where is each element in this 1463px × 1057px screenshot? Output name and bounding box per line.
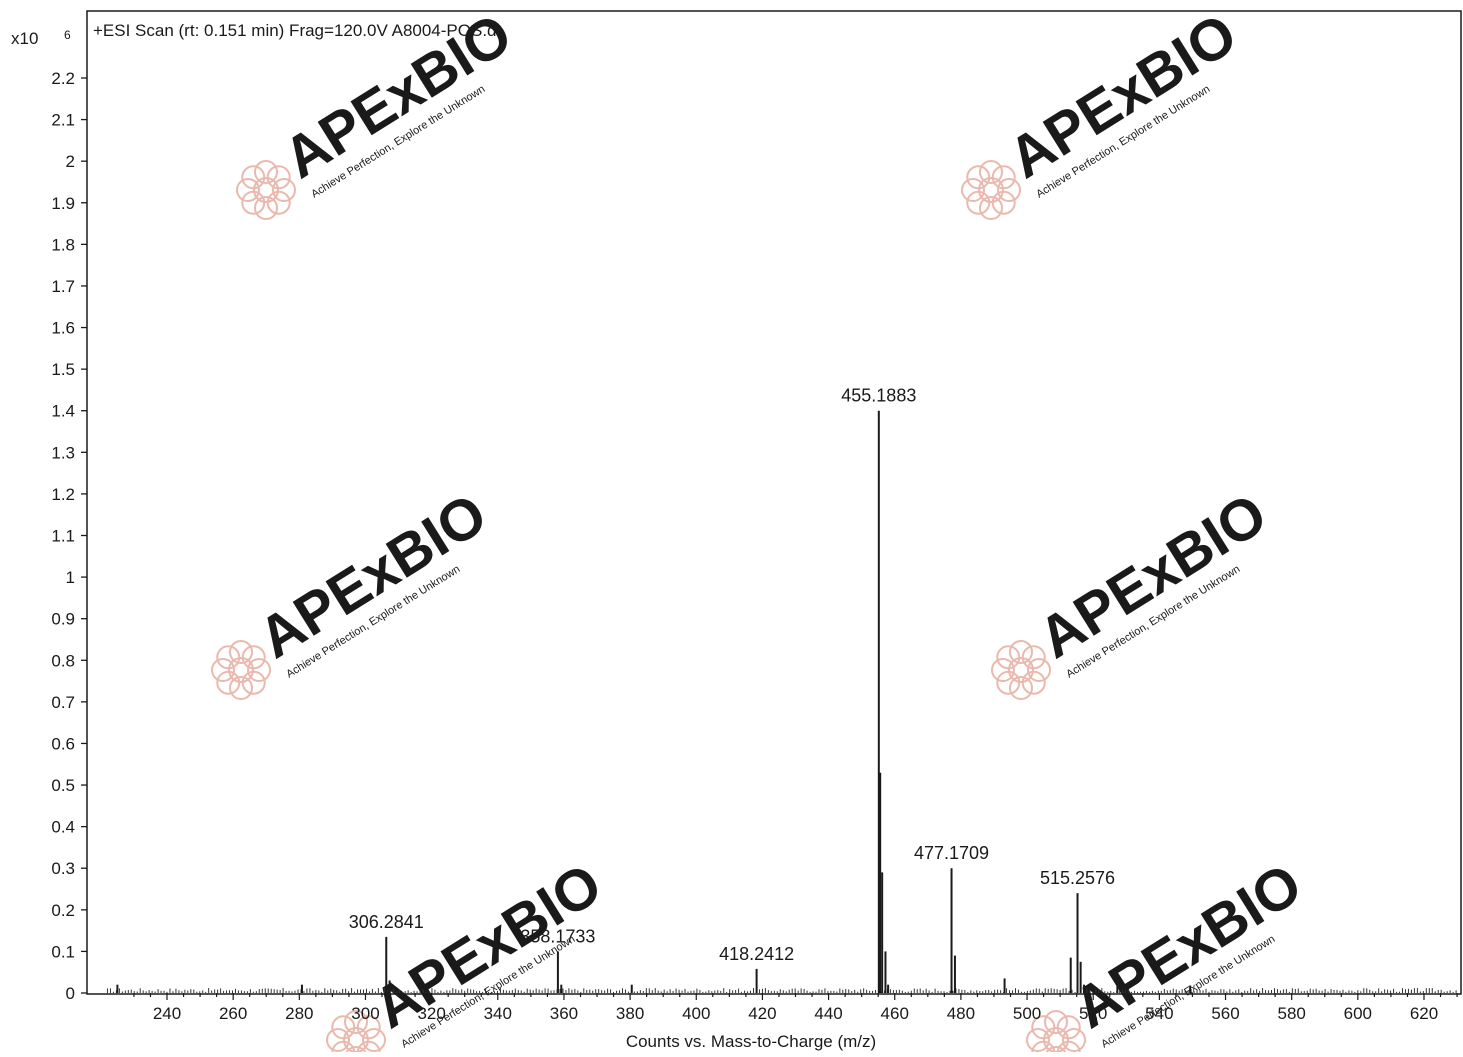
y-tick-label: 1.2 [51,485,75,504]
x-tick-label: 260 [219,1004,247,1023]
x-tick-label: 420 [748,1004,776,1023]
y-tick-label: 1.1 [51,527,75,546]
peak-label: 455.1883 [841,386,916,406]
x-tick-label: 320 [417,1004,445,1023]
y-tick-label: 0.8 [51,651,75,670]
y-tick-label: 1.9 [51,194,75,213]
x-tick-label: 440 [814,1004,842,1023]
y-tick-label: 1.8 [51,235,75,254]
x-tick-label: 360 [550,1004,578,1023]
x-tick-label: 400 [682,1004,710,1023]
watermark-logo-icon [211,640,271,700]
x-tick-label: 480 [947,1004,975,1023]
y-tick-label: 2 [66,152,75,171]
y-tick-label: 0.6 [51,734,75,753]
baseline-noise [106,988,1457,993]
y-tick-label: 1.4 [51,402,75,421]
y-tick-label: 0 [66,984,75,1003]
y-tick-label: 1.7 [51,277,75,296]
x-tick-label: 340 [484,1004,512,1023]
y-tick-label: 1.5 [51,360,75,379]
peak-label: 358.1733 [520,926,595,946]
x-tick-label: 380 [616,1004,644,1023]
y-tick-label: 2.1 [51,111,75,130]
watermark-logo-icon [991,640,1051,700]
plot-frame [86,10,1462,995]
watermark-brand: APExBIO [247,481,497,671]
x-axis-ticks: 240 260 280 300 320 340 360 380 400 420 440 460 480 5… [133,993,1458,1023]
y-multiplier-exponent: 6 [64,28,71,42]
y-tick-label: 1.6 [51,319,75,338]
chart-title: +ESI Scan (rt: 0.151 min) Frag=120.0V A8… [93,21,497,40]
x-tick-label: 460 [881,1004,909,1023]
y-tick-label: 1.3 [51,443,75,462]
x-tick-label: 620 [1410,1004,1438,1023]
y-tick-label: 2.2 [51,69,75,88]
y-tick-label: 1 [66,568,75,587]
peak-label: 515.2576 [1040,868,1115,888]
y-axis-ticks: 0 0.1 0.2 0.3 0.4 0.5 0.6 0.7 0.8 0.9 1 1.1 1.2 1.3 1.… [51,69,87,1003]
peak-labels: 306.2841 358.1733 418.2412 455.1883 477.1709… [349,386,1115,964]
x-tick-label: 240 [153,1004,181,1023]
peak-label: 477.1709 [914,843,989,863]
watermark-brand: APExBIO [1027,481,1277,671]
peaks [116,410,1192,993]
x-tick-label: 500 [1013,1004,1041,1023]
x-tick-label: 580 [1277,1004,1305,1023]
y-tick-label: 0.4 [51,818,75,837]
y-tick-label: 0.3 [51,859,75,878]
y-tick-label: 0.1 [51,942,75,961]
watermark-logo-icon [961,160,1021,220]
x-tick-label: 600 [1344,1004,1372,1023]
y-tick-label: 0.7 [51,693,75,712]
watermark-logo-icon [236,160,296,220]
x-tick-label: 540 [1145,1004,1173,1023]
y-tick-label: 0.2 [51,901,75,920]
watermark-brand: APExBIO [997,1,1247,191]
x-tick-label: 280 [285,1004,313,1023]
x-axis-label: Counts vs. Mass-to-Charge (m/z) [626,1032,876,1051]
x-tick-label: 520 [1079,1004,1107,1023]
peak-label: 418.2412 [719,944,794,964]
y-tick-label: 0.5 [51,776,75,795]
y-multiplier-label: x10 [11,29,38,48]
y-tick-label: 0.9 [51,610,75,629]
x-tick-label: 560 [1211,1004,1239,1023]
x-tick-label: 300 [351,1004,379,1023]
peak-label: 306.2841 [349,912,424,932]
